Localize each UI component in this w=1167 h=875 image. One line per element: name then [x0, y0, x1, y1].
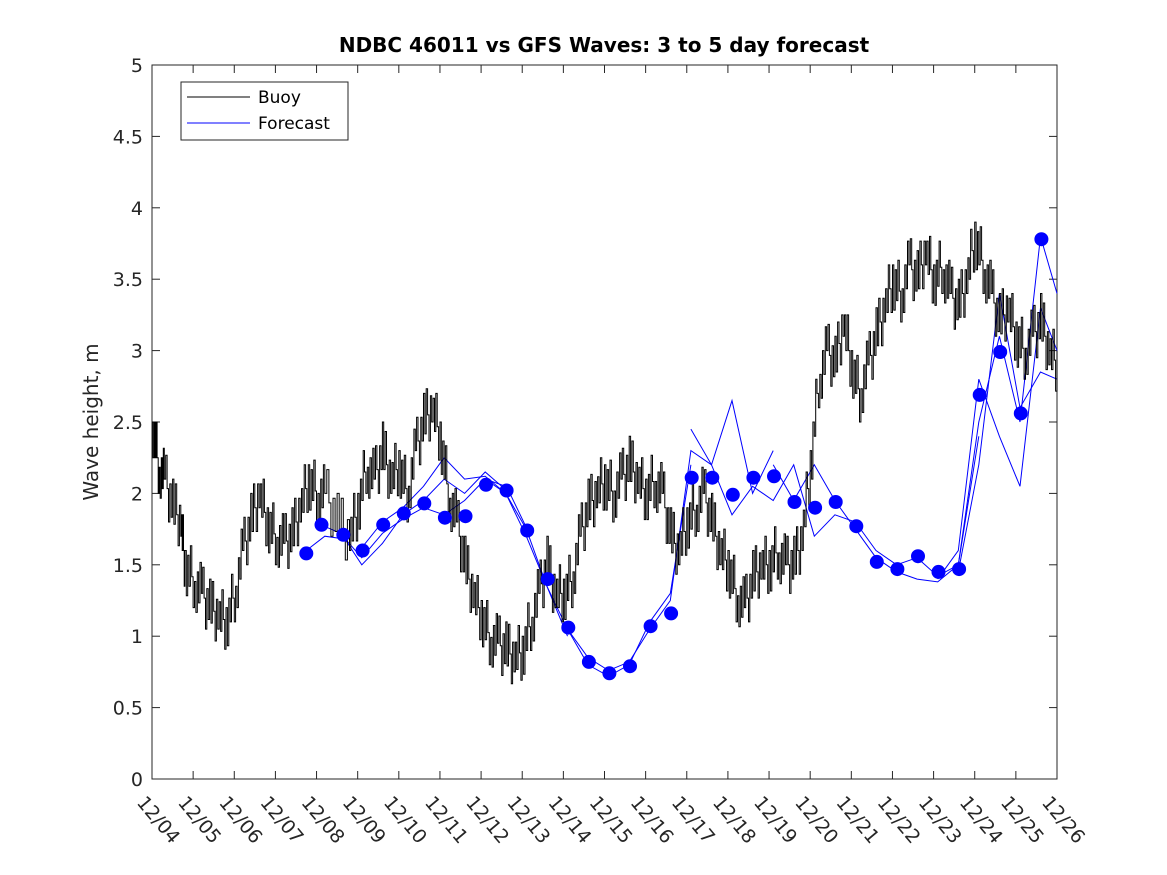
forecast-point [417, 496, 432, 511]
forecast-point [972, 387, 987, 402]
buoy-series-line [152, 221, 1058, 685]
forecast-point [355, 543, 370, 558]
y-axis-label: Wave height, m [79, 343, 103, 500]
forecast-point [499, 483, 514, 498]
forecast-point [725, 487, 740, 502]
forecast-point [540, 572, 555, 587]
y-tick-label: 3 [131, 341, 143, 363]
forecast-run-line [361, 456, 568, 637]
forecast-point [1013, 406, 1028, 421]
forecast-point [458, 509, 473, 524]
forecast-point [437, 510, 452, 525]
chart-title: NDBC 46011 vs GFS Waves: 3 to 5 day fore… [339, 33, 870, 57]
forecast-point [623, 659, 637, 674]
forecast-point [561, 620, 576, 635]
legend-forecast-label: Forecast [258, 114, 330, 134]
forecast-point [952, 562, 967, 577]
forecast-point [808, 500, 823, 515]
forecast-point [396, 506, 411, 521]
forecast-point [828, 495, 843, 509]
forecast-run-line [957, 293, 1058, 572]
y-tick-label: 4.5 [113, 126, 143, 148]
forecast-point [581, 654, 596, 669]
forecast-point [746, 470, 761, 485]
forecast-point [787, 495, 802, 509]
forecast-point [602, 666, 617, 681]
forecast-point [869, 554, 884, 569]
y-tick-label: 5 [131, 55, 143, 77]
forecast-point [643, 619, 658, 634]
forecast-point [993, 345, 1008, 359]
forecast-point [911, 549, 925, 564]
forecast-point [684, 470, 699, 485]
forecast-point [299, 546, 314, 561]
forecast-run-line [567, 398, 774, 672]
y-tick-label: 1 [131, 626, 143, 648]
forecast-point [890, 562, 905, 577]
forecast-point [314, 517, 329, 532]
y-tick-label: 1.5 [113, 555, 143, 577]
forecast-point [705, 470, 720, 485]
forecast-point [767, 469, 781, 484]
forecast-point [376, 517, 391, 532]
legend: Buoy Forecast [180, 81, 349, 141]
forecast-point [520, 523, 535, 538]
legend-box [180, 81, 349, 141]
forecast-point [931, 564, 946, 579]
forecast-run-line [896, 236, 1058, 577]
y-tick-label: 0.5 [113, 698, 143, 720]
y-tick-label: 3.5 [113, 269, 143, 291]
forecast-point [664, 606, 679, 621]
y-tick-label: 4 [131, 198, 143, 220]
y-tick-label: 2.5 [113, 412, 143, 434]
forecast-point [1034, 232, 1049, 247]
forecast-run-line [690, 428, 897, 566]
y-tick-label: 0 [131, 769, 143, 791]
forecast-point [479, 477, 493, 492]
forecast-point [336, 527, 351, 542]
y-tick-label: 2 [131, 483, 143, 505]
plot-area [151, 64, 1058, 780]
forecast-point [849, 519, 864, 534]
legend-buoy-label: Buoy [258, 88, 301, 108]
forecast-points [299, 232, 1049, 681]
